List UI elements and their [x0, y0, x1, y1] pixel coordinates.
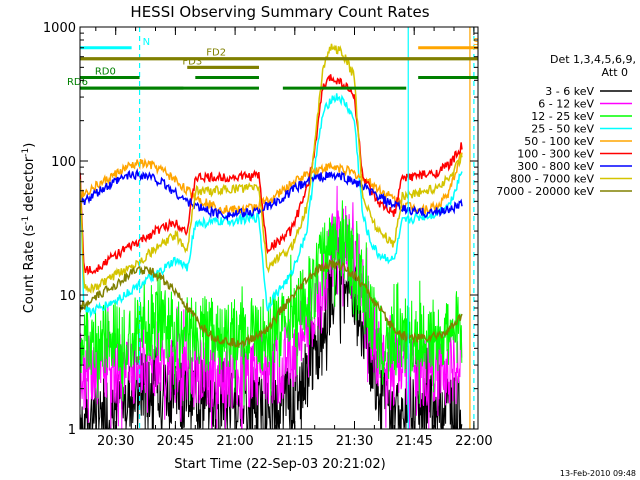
legend-label-7: 800 - 7000 keV — [510, 173, 594, 186]
x-tick-label: 21:00 — [216, 434, 253, 449]
annotation-label-s: S — [473, 37, 479, 48]
legend-label-4: 50 - 100 keV — [524, 135, 594, 148]
y-axis-title: Count Rate (s-1 detector-1) — [21, 143, 37, 314]
legend-header-attenuator: Att 0 — [602, 66, 628, 79]
legend-label-3: 25 - 50 keV — [531, 123, 594, 136]
x-tick-label: 20:45 — [157, 434, 194, 449]
legend-label-6: 300 - 800 keV — [517, 160, 594, 173]
series-line-0 — [79, 236, 463, 431]
plot-frame — [79, 26, 479, 430]
x-tick-label: 21:15 — [276, 434, 313, 449]
x-tick-label: 20:30 — [97, 434, 134, 449]
annotation-label-rd6: RD6 — [67, 77, 88, 88]
series-line-2 — [79, 200, 463, 406]
plot-area: N S FD2 FD3 RD0 RD6 — [67, 27, 479, 431]
series-line-3 — [79, 93, 463, 319]
y-tick-label: 100 — [51, 155, 76, 170]
legend-label-1: 6 - 12 keV — [538, 98, 594, 111]
axes: 20:30 20:45 21:00 21:15 21:30 21:45 22:00 1 10 10… — [43, 21, 493, 449]
legend-header-detectors: Det 1,3,4,5,6,9, — [550, 53, 636, 66]
x-tick-label: 22:00 — [455, 434, 492, 449]
series-line-8 — [79, 258, 463, 349]
y-tick-label: 1000 — [43, 21, 76, 36]
chart-title: HESSI Observing Summary Count Rates — [130, 3, 429, 21]
y-axis-title-superscript-1: -1 — [21, 216, 31, 225]
y-axis-title-part-1: Count Rate (s — [22, 225, 37, 314]
series-line-6 — [79, 167, 463, 222]
y-axis-title-superscript-2: -1 — [21, 148, 31, 157]
x-axis-title: Start Time (22-Sep-03 20:21:02) — [174, 457, 385, 472]
y-tick-label: 1 — [68, 423, 76, 438]
legend-label-2: 12 - 25 keV — [531, 110, 594, 123]
annotation-label-fd3: FD3 — [182, 56, 202, 67]
series-line-5 — [79, 74, 463, 276]
y-tick-label: 10 — [59, 289, 76, 304]
x-tick-label: 21:45 — [395, 434, 432, 449]
legend-label-0: 3 - 6 keV — [545, 85, 594, 98]
annotation-label-fd2: FD2 — [206, 48, 226, 59]
legend-label-5: 100 - 300 keV — [517, 148, 594, 161]
series-line-7 — [79, 43, 463, 294]
y-axis-title-part-3: ) — [22, 143, 37, 148]
generation-timestamp: 13-Feb-2010 09:48 — [560, 469, 636, 478]
y-axis-title-part-2: detector — [22, 156, 37, 216]
x-tick-label: 21:30 — [336, 434, 373, 449]
legend-label-8: 7000 - 20000 keV — [496, 185, 594, 198]
annotation-label-rd0: RD0 — [95, 66, 116, 77]
annotation-label-n: N — [143, 37, 150, 48]
